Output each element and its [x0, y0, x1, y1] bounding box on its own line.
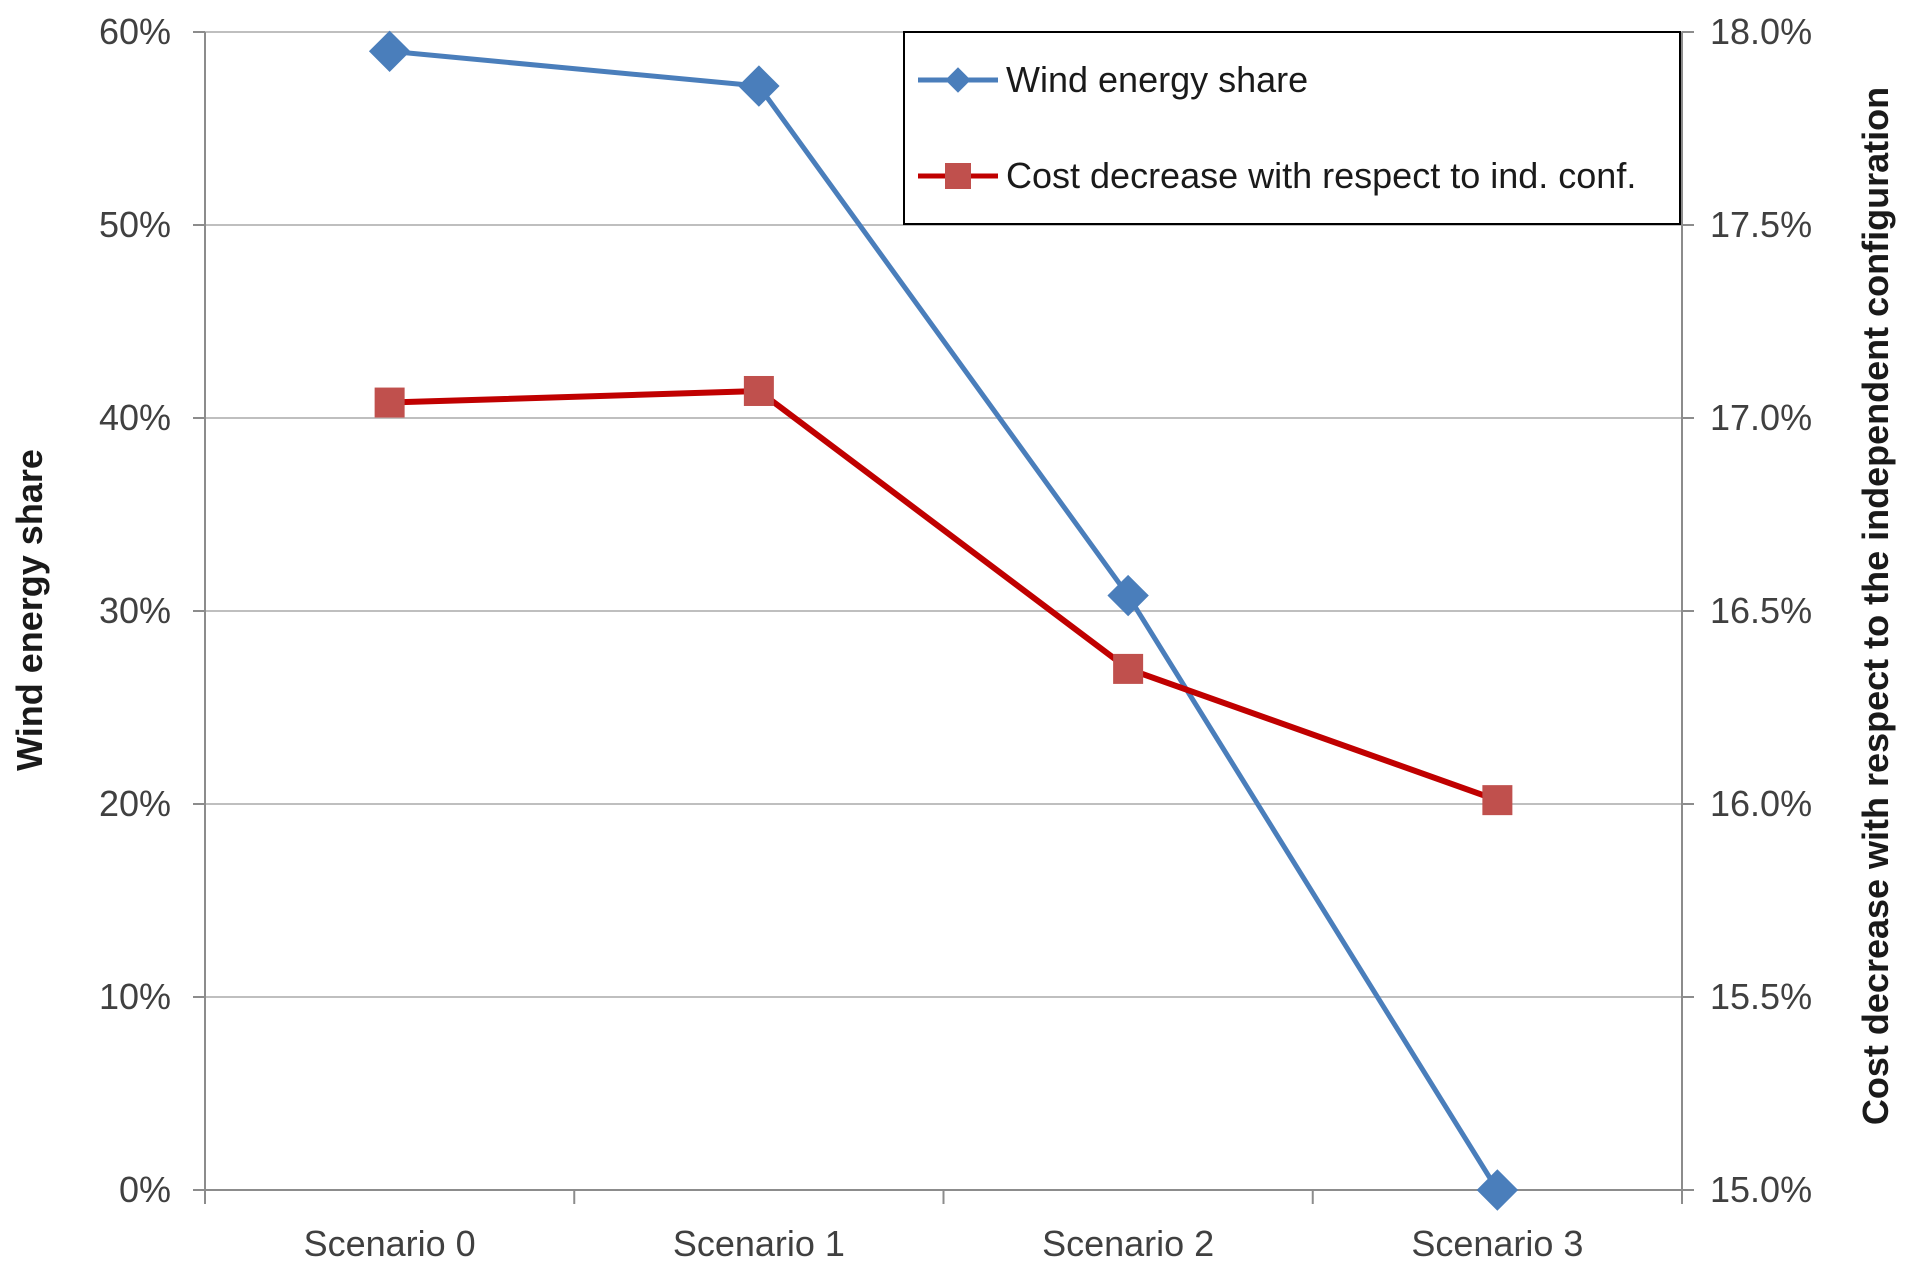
legend: Wind energy share Cost decrease with res…	[903, 31, 1681, 225]
data-point	[368, 30, 411, 73]
left-axis-title: Wind energy share	[9, 449, 50, 771]
legend-marker-wind	[945, 67, 971, 93]
axes	[193, 31, 1694, 1204]
left-tick-label: 50%	[99, 204, 171, 245]
legend-label-wind: Wind energy share	[1006, 59, 1308, 100]
series-line	[389, 48, 1500, 1192]
data-point	[1476, 1169, 1519, 1211]
legend-marker-cost	[945, 163, 971, 189]
left-tick-label: 40%	[99, 397, 171, 438]
legend-item-wind: Wind energy share	[918, 59, 1308, 100]
data-point	[374, 387, 405, 418]
data-point	[1113, 653, 1144, 684]
series-layer	[368, 30, 1519, 1211]
right-axis-ticks: 15.0% 15.5% 16.0% 16.5% 17.0% 17.5% 18.0%	[1710, 11, 1812, 1210]
right-tick-label: 16.5%	[1710, 590, 1812, 631]
data-point	[1107, 574, 1149, 617]
right-tick-label: 18.0%	[1710, 11, 1812, 52]
left-tick-label: 10%	[99, 976, 171, 1017]
right-tick-label: 17.0%	[1710, 397, 1812, 438]
data-point	[1482, 785, 1513, 816]
category-label: Scenario 1	[673, 1223, 845, 1262]
right-tick-label: 15.5%	[1710, 976, 1812, 1017]
left-tick-label: 30%	[99, 590, 171, 631]
legend-item-cost: Cost decrease with respect to ind. conf.	[918, 155, 1636, 196]
category-label: Scenario 3	[1411, 1223, 1583, 1262]
category-label: Scenario 2	[1042, 1223, 1214, 1262]
series-cost-decrease	[374, 375, 1513, 816]
data-point	[738, 65, 780, 107]
right-tick-label: 16.0%	[1710, 783, 1812, 824]
right-tick-label: 15.0%	[1710, 1169, 1812, 1210]
left-axis-ticks: 0% 10% 20% 30% 40% 50% 60%	[99, 11, 171, 1210]
category-labels: Scenario 0 Scenario 1 Scenario 2 Scenario 3	[304, 1223, 1584, 1262]
left-tick-label: 20%	[99, 783, 171, 824]
left-tick-label: 60%	[99, 11, 171, 52]
left-tick-label: 0%	[119, 1169, 171, 1210]
legend-box	[903, 31, 1681, 225]
right-axis-title: Cost decrease with respect to the indepe…	[1855, 87, 1896, 1125]
right-tick-label: 17.5%	[1710, 204, 1812, 245]
data-point	[743, 375, 774, 406]
legend-label-cost: Cost decrease with respect to ind. conf.	[1006, 155, 1636, 196]
series-wind-energy-share	[368, 30, 1519, 1211]
series-line	[389, 387, 1499, 803]
category-label: Scenario 0	[304, 1223, 476, 1262]
